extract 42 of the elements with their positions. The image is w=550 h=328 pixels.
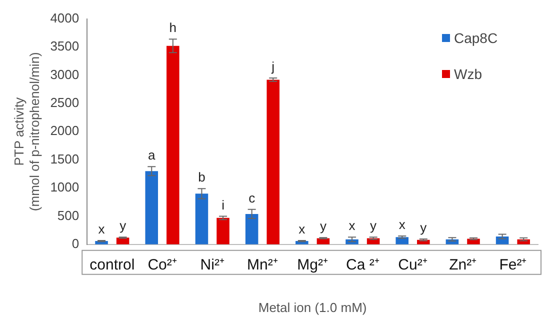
y-tick-label: 1000 xyxy=(50,180,80,195)
y-tick-label: 500 xyxy=(57,208,80,223)
annotation: x xyxy=(348,218,356,234)
legend-label: Wzb xyxy=(454,66,482,82)
x-tick-label: Ni²⁺ xyxy=(200,256,224,274)
bar xyxy=(145,171,158,244)
y-tick-label: 3000 xyxy=(50,66,80,82)
annotation: h xyxy=(169,20,177,36)
annotation: x xyxy=(298,222,306,237)
y-tick-label: 0 xyxy=(72,236,80,251)
annotation: y xyxy=(370,218,378,234)
bar xyxy=(245,214,258,244)
bar xyxy=(195,194,208,244)
annotation: y xyxy=(320,218,327,234)
y-tick-label: 4000 xyxy=(50,10,80,26)
bar xyxy=(216,218,230,244)
legend-label: Cap8C xyxy=(454,30,498,46)
x-tick-label: Co²⁺ xyxy=(148,256,177,274)
y-tick-label: 3500 xyxy=(50,38,80,54)
x-tick-label: Mg²⁺ xyxy=(297,256,328,274)
y-axis-title: PTP activity (mmol of p-nitrophenol/min) xyxy=(11,52,42,212)
annotation: x xyxy=(398,217,406,232)
annotation: y xyxy=(120,218,127,234)
annotation: i xyxy=(222,197,225,212)
x-axis-title: Metal ion (1.0 mM) xyxy=(258,300,367,315)
annotation: a xyxy=(148,148,156,163)
x-tick-label: Fe²⁺ xyxy=(499,256,527,274)
annotation: b xyxy=(198,170,206,185)
bar xyxy=(166,46,180,244)
y-tick-label: 1500 xyxy=(50,151,80,166)
x-tick-label: Ca ²⁺ xyxy=(346,256,380,274)
annotation: y xyxy=(420,220,428,236)
bar xyxy=(266,80,280,244)
annotation: c xyxy=(248,190,256,206)
annotation: j xyxy=(270,59,275,74)
annotation: x xyxy=(98,222,106,237)
y-tick-label: 2000 xyxy=(50,123,80,138)
x-tick-label: control xyxy=(90,256,135,274)
y-tick-label: 2500 xyxy=(50,94,80,110)
x-tick-label: Cu²⁺ xyxy=(398,256,428,274)
x-tick-label: Mn²⁺ xyxy=(247,256,278,274)
x-tick-label: Zn²⁺ xyxy=(449,256,477,274)
